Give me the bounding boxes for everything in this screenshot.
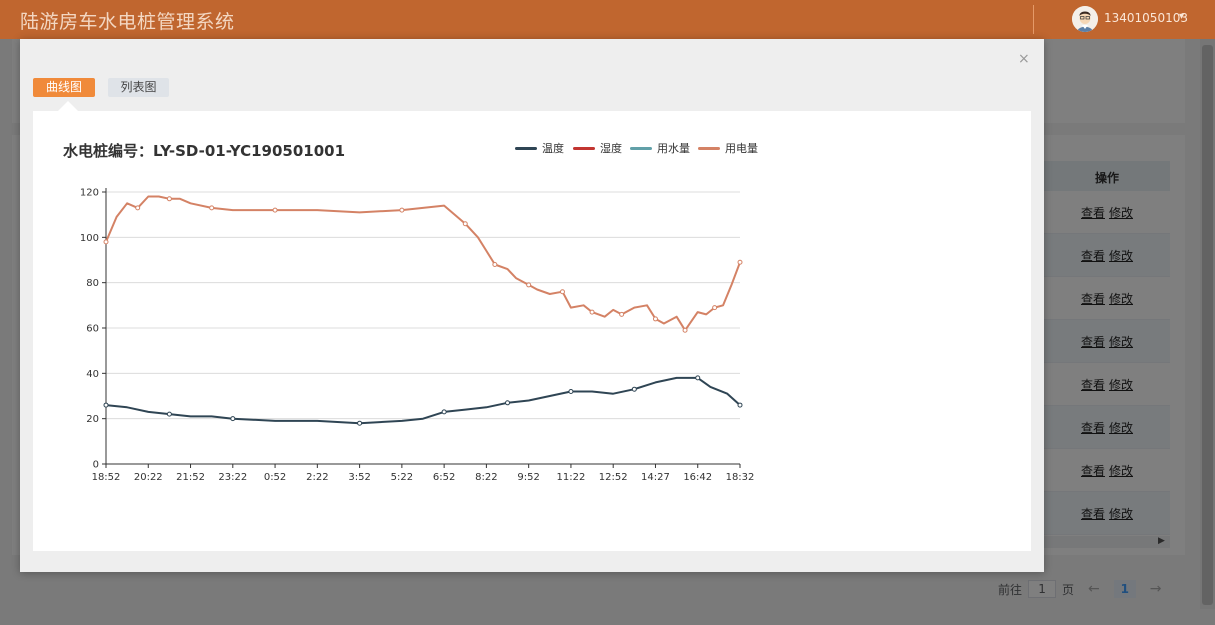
- data-point: [683, 328, 687, 332]
- username-label[interactable]: 13401050103: [1104, 11, 1188, 25]
- y-tick-label: 120: [80, 188, 99, 199]
- x-tick-label: 20:22: [134, 472, 163, 483]
- app-title: 陆游房车水电桩管理系统: [20, 7, 235, 34]
- series-line: [106, 197, 740, 331]
- y-tick-label: 100: [80, 233, 99, 244]
- data-point: [620, 312, 624, 316]
- chart-panel: 水电桩编号：LY-SD-01-YC190501001 温度 湿度 用水量 用电量…: [33, 111, 1031, 551]
- data-point: [738, 260, 742, 264]
- data-point: [273, 208, 277, 212]
- chart-modal: × 曲线图 列表图 水电桩编号：LY-SD-01-YC190501001 温度 …: [20, 39, 1044, 572]
- x-tick-label: 12:52: [599, 472, 628, 483]
- data-point: [400, 208, 404, 212]
- header-divider: [1033, 5, 1034, 34]
- x-tick-label: 8:22: [475, 472, 497, 483]
- data-point: [569, 389, 573, 393]
- x-tick-label: 9:52: [517, 472, 539, 483]
- x-tick-label: 0:52: [264, 472, 286, 483]
- app-header: 陆游房车水电桩管理系统 13401050103 ▾: [0, 0, 1215, 39]
- data-point: [527, 283, 531, 287]
- x-tick-label: 16:42: [683, 472, 712, 483]
- x-tick-label: 11:22: [557, 472, 586, 483]
- tab-curve-chart[interactable]: 曲线图: [33, 78, 95, 97]
- data-point: [713, 306, 717, 310]
- x-tick-label: 14:27: [641, 472, 670, 483]
- data-point: [136, 206, 140, 210]
- data-point: [590, 310, 594, 314]
- data-point: [167, 197, 171, 201]
- series-line: [106, 378, 740, 423]
- data-point: [104, 403, 108, 407]
- x-tick-label: 6:52: [433, 472, 455, 483]
- data-point: [560, 290, 564, 294]
- data-point: [358, 421, 362, 425]
- data-point: [231, 417, 235, 421]
- y-tick-label: 0: [93, 460, 99, 471]
- active-tab-caret: [58, 101, 78, 111]
- data-point: [104, 240, 108, 244]
- y-tick-label: 60: [86, 324, 99, 335]
- x-tick-label: 18:52: [92, 472, 121, 483]
- tab-list-view[interactable]: 列表图: [108, 78, 169, 97]
- x-tick-label: 2:22: [306, 472, 328, 483]
- data-point: [167, 412, 171, 416]
- x-tick-label: 23:22: [218, 472, 247, 483]
- data-point: [696, 376, 700, 380]
- line-chart: 0 20 40 60 80 100 120 18:52 20:22 21:52 23:22 0:52 2…: [33, 111, 1031, 551]
- chevron-down-icon[interactable]: ▾: [1179, 11, 1184, 22]
- x-tick-label: 5:22: [391, 472, 413, 483]
- close-icon[interactable]: ×: [1018, 51, 1030, 67]
- data-point: [653, 317, 657, 321]
- data-point: [210, 206, 214, 210]
- y-tick-label: 40: [86, 369, 99, 380]
- x-tick-label: 21:52: [176, 472, 205, 483]
- x-tick-label: 18:32: [726, 472, 755, 483]
- data-point: [442, 410, 446, 414]
- data-point: [493, 263, 497, 267]
- data-point: [738, 403, 742, 407]
- y-tick-label: 80: [86, 278, 99, 289]
- data-point: [632, 387, 636, 391]
- data-point: [463, 222, 467, 226]
- x-tick-label: 3:52: [348, 472, 370, 483]
- data-point: [506, 401, 510, 405]
- y-tick-label: 20: [86, 414, 99, 425]
- user-avatar-icon[interactable]: [1072, 6, 1098, 32]
